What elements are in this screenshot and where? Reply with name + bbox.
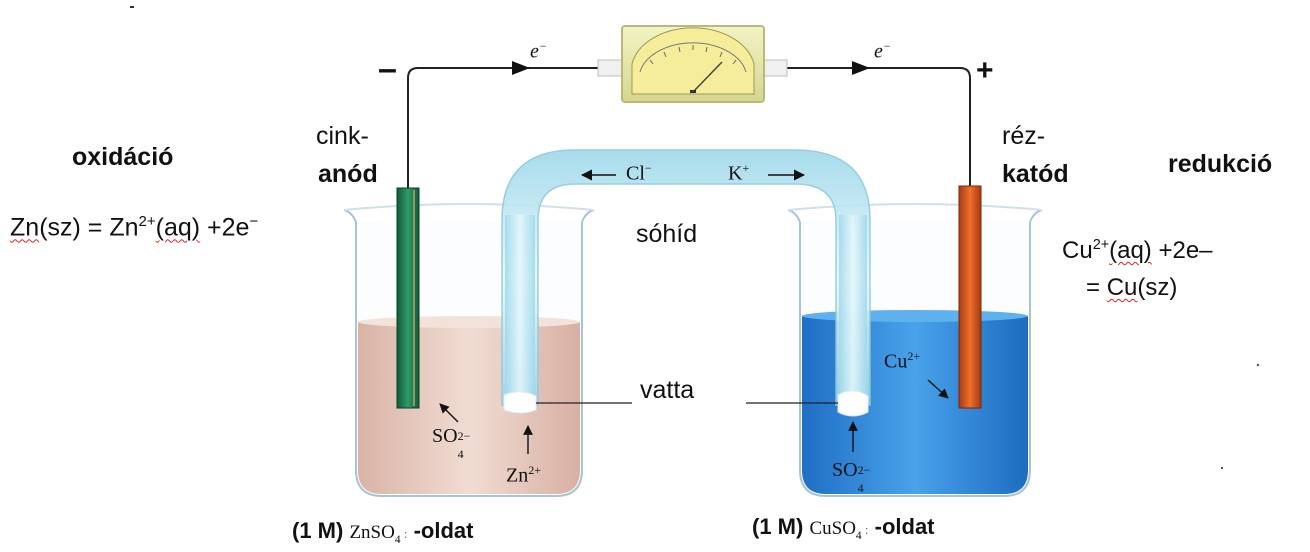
left-beaker: [343, 203, 595, 497]
potassium-ion-label: K+: [728, 162, 749, 184]
eq-zn: Zn: [10, 213, 40, 242]
cotton-plug-left: [503, 391, 537, 414]
so4-left-sub: 4: [457, 447, 464, 461]
copper-ion-label: Cu2+: [884, 350, 920, 372]
positive-terminal-sign: +: [976, 54, 994, 87]
zn-ion-symbol: Zn: [506, 464, 529, 487]
so4-left-symbol: SO: [432, 425, 458, 447]
electron-flow-arrow-right: [852, 61, 870, 75]
eq-cu-sz: (sz): [1137, 274, 1178, 301]
right-formula-mark: :: [861, 522, 869, 537]
left-formula-text: ZnSO: [349, 522, 395, 543]
copper-electrode: [958, 185, 982, 409]
eq-aq: (aq): [155, 213, 201, 242]
reduction-equation-line1: Cu2+(aq) +2e–: [1062, 238, 1213, 263]
oxidation-label: oxidáció: [72, 143, 174, 171]
cotton-plug-right: [837, 390, 869, 417]
sulfate-ion-left: SO 2− 4: [432, 425, 476, 460]
eq-equals: =: [1086, 274, 1107, 301]
left-concentration: (1 M): [292, 518, 344, 543]
electron-symbol-right: e: [874, 40, 883, 63]
eq-zn-charge: 2+: [138, 213, 156, 230]
right-concentration: (1 M): [752, 514, 804, 539]
so4-right-charge: 2−: [857, 463, 871, 477]
eq-electrons: +2e: [200, 213, 250, 242]
left-formula: ZnSO4 :: [349, 522, 408, 546]
zinc-electrode: [396, 187, 420, 409]
so4-right-symbol: SO: [832, 459, 858, 481]
eq-electron-charge: −: [249, 213, 259, 230]
zinc-ion-label: Zn2+: [506, 464, 541, 486]
left-formula-mark: :: [400, 526, 408, 541]
oxidation-equation: Zn(sz) = Zn2+(aq) +2e−: [10, 214, 258, 240]
right-solution-caption: (1 M) CuSO4 : -oldat: [752, 516, 935, 542]
reduction-label: redukció: [1168, 150, 1273, 178]
so4-left-charge: 2−: [457, 429, 471, 443]
electron-label-left: e−: [530, 40, 547, 62]
voltmeter-needle: [692, 61, 723, 93]
reduction-equation-line2: = Cu(sz): [1086, 276, 1177, 300]
left-solution-caption: (1 M) ZnSO4 : -oldat: [292, 520, 473, 546]
cathode-label-line2: katód: [1002, 160, 1069, 188]
eq-cu-aq: (aq): [1109, 237, 1152, 264]
voltmeter: [597, 25, 788, 103]
anode-label-line1: cink-: [316, 122, 369, 150]
so4-right-sub: 4: [857, 481, 864, 495]
znso4-solution: [358, 322, 580, 494]
cl-symbol: Cl: [626, 162, 645, 185]
cu-ion-arrow: [927, 379, 949, 399]
left-formula-sub: 4: [394, 533, 401, 546]
anode-label-line2: anód: [318, 160, 378, 188]
eq-cu: Cu: [1062, 237, 1093, 264]
zn-ion-charge: 2+: [528, 463, 541, 477]
electron-charge-right: −: [882, 39, 891, 53]
salt-bridge: [501, 149, 871, 417]
eq-cu-electrons: +2e–: [1151, 237, 1213, 264]
external-circuit-wire: [407, 61, 971, 190]
eq-cu-charge: 2+: [1092, 237, 1110, 253]
cu-ion-symbol: Cu: [884, 350, 908, 373]
chloride-ion-label: Cl−: [626, 162, 652, 184]
right-formula-sub: 4: [855, 529, 862, 542]
sulfate-ion-right: SO 2− 4: [832, 459, 876, 494]
negative-terminal-sign: –: [378, 50, 397, 88]
right-solution-suffix: -oldat: [874, 514, 935, 539]
eq-sz-zn: (sz) = Zn: [39, 213, 139, 242]
left-solution-suffix: -oldat: [413, 518, 474, 543]
electron-label-right: e−: [874, 40, 891, 62]
electron-charge-left: −: [538, 39, 547, 53]
electron-symbol-left: e: [530, 40, 539, 63]
k-charge: +: [742, 161, 750, 175]
cotton-label: vatta: [640, 376, 695, 404]
k-symbol: K: [728, 162, 743, 185]
right-formula-text: CuSO: [809, 518, 856, 539]
cu-ion-charge: 2+: [907, 349, 921, 363]
eq-cu-metal: Cu: [1106, 274, 1138, 301]
right-formula: CuSO4 :: [809, 518, 869, 542]
cl-charge: −: [644, 161, 652, 175]
salt-bridge-label: sóhíd: [636, 220, 698, 248]
electron-flow-arrow-left: [512, 61, 530, 75]
so4-left-arrow: [439, 403, 459, 423]
cathode-label-line1: réz-: [1002, 122, 1046, 150]
